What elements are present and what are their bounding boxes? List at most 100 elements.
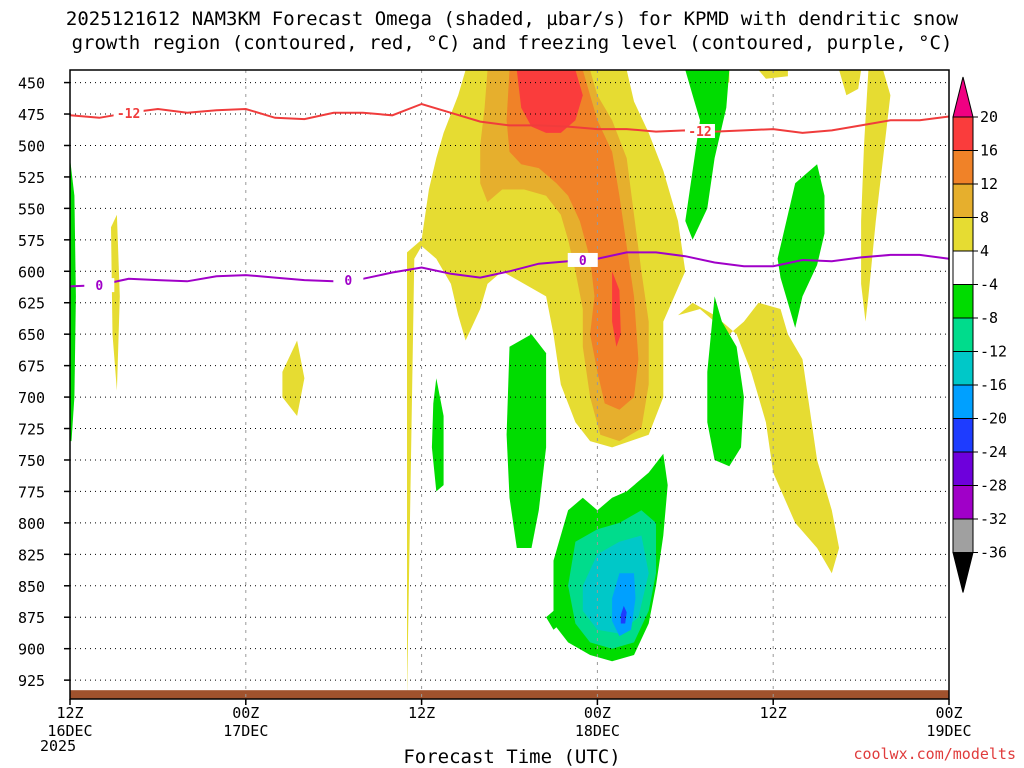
colorbar-label: -28	[980, 477, 1007, 495]
y-tick-label: 800	[18, 515, 45, 533]
colorbar-label: -24	[980, 443, 1007, 461]
colorbar-segment	[952, 451, 974, 486]
x-tick-sublabel: 19DEC	[926, 722, 971, 740]
colorbar-label: 20	[980, 108, 998, 126]
omega-region-13	[431, 378, 444, 492]
contour-label: -12	[688, 125, 711, 140]
colorbar-segment	[952, 351, 974, 386]
y-tick-label: 475	[18, 106, 45, 124]
y-tick-label: 875	[18, 609, 45, 627]
y-tick-label: 750	[18, 452, 45, 470]
y-tick-label: 525	[18, 169, 45, 187]
colorbar-segment	[952, 284, 974, 319]
colorbar-label: -32	[980, 510, 1007, 528]
colorbar-label: -36	[980, 544, 1007, 562]
colorbar-segment	[952, 217, 974, 252]
omega-region-17	[707, 296, 744, 467]
contour-label-bg	[333, 273, 364, 288]
y-tick-label: 575	[18, 232, 45, 250]
colorbar-label: 4	[980, 242, 989, 260]
y-axis-pressure: 450 475 500 525 550 575 600 625 650 675 700 725 750 7…	[18, 75, 70, 690]
omega-region-9	[506, 70, 639, 410]
omega-colorbar: 20 16 12 8 4 -4 -8 -12 -16 -20 -24 -28 -32 -36	[952, 76, 1007, 593]
y-tick-label: 900	[18, 641, 45, 659]
omega-region-11	[612, 271, 621, 347]
x-tick-label: 12Z	[56, 704, 83, 722]
contour-label: -12	[117, 107, 140, 122]
omega-region-22	[612, 573, 636, 637]
colorbar-segment	[952, 418, 974, 453]
y-tick-label: 675	[18, 358, 45, 376]
chart-title-line2: growth region (contoured, red, °C) and f…	[71, 32, 953, 54]
x-tick-label: 00Z	[584, 704, 611, 722]
omega-region-14	[506, 334, 547, 548]
colorbar-segment	[952, 485, 974, 520]
x-tick-label: 12Z	[760, 704, 787, 722]
colorbar-label: 16	[980, 142, 998, 160]
x-axis-title: Forecast Time (UTC)	[403, 746, 621, 768]
chart-title-line1: 2025121612 NAM3KM Forecast Omega (shaded…	[65, 8, 959, 30]
colorbar-segment	[952, 384, 974, 419]
omega-region-12	[70, 158, 76, 442]
x-tick-sublabel: 16DEC	[47, 722, 92, 740]
colorbar-segment	[952, 518, 974, 553]
colorbar-segment	[952, 116, 974, 151]
colorbar-label: 8	[980, 209, 989, 227]
x-tick-label: 00Z	[232, 704, 259, 722]
y-tick-label: 925	[18, 672, 45, 690]
chart-gridlines	[70, 70, 949, 699]
contour-label: 0	[579, 254, 587, 269]
omega-region-10	[516, 70, 583, 133]
contour-label-bg	[567, 252, 598, 267]
colorbar-segment	[952, 317, 974, 352]
colorbar-segment	[952, 150, 974, 185]
colorbar-bottom-arrow	[952, 552, 974, 593]
x-tick-sublabel: 17DEC	[223, 722, 268, 740]
omega-region-23	[620, 605, 627, 624]
contour-line-1	[69, 251, 950, 288]
colorbar-label: -12	[980, 343, 1007, 361]
x-tick-label: 00Z	[935, 704, 962, 722]
isotherm-contours: -12 -12 0 0 0	[69, 102, 950, 294]
contour-label: 0	[95, 279, 103, 294]
colorbar-label: -20	[980, 410, 1007, 428]
y-tick-label: 825	[18, 546, 45, 564]
y-tick-label: 650	[18, 326, 45, 344]
colorbar-segment	[952, 183, 974, 218]
terrain-surface	[70, 690, 949, 699]
omega-region-19	[777, 164, 825, 328]
omega-region-1	[678, 302, 840, 574]
contour-label-bg	[113, 105, 144, 120]
x-tick-sublabel: 18DEC	[575, 722, 620, 740]
x-tick-label: 12Z	[408, 704, 435, 722]
y-tick-label: 775	[18, 483, 45, 501]
y-tick-label: 725	[18, 421, 45, 439]
y-tick-label: 550	[18, 200, 45, 218]
contour-label-bg	[684, 124, 715, 139]
terrain-band	[70, 690, 949, 699]
omega-region-2	[861, 70, 891, 322]
y-tick-label: 850	[18, 578, 45, 596]
y-tick-label: 700	[18, 389, 45, 407]
contour-line-0	[69, 102, 950, 134]
contour-label-bg	[84, 278, 115, 293]
omega-shaded-regions	[70, 70, 891, 699]
y-tick-label: 450	[18, 75, 45, 93]
colorbar-label: -4	[980, 276, 998, 294]
omega-region-6	[282, 340, 305, 416]
contour-label: 0	[344, 274, 352, 289]
colorbar-top-arrow	[952, 76, 974, 118]
colorbar-label: -16	[980, 376, 1007, 394]
colorbar-segment	[952, 250, 974, 285]
source-credit[interactable]: coolwx.com/modelts	[853, 745, 1016, 763]
y-tick-label: 625	[18, 295, 45, 313]
omega-region-18	[685, 70, 730, 240]
x-axis-year-label: 2025	[40, 737, 77, 755]
colorbar-label: -8	[980, 309, 998, 327]
y-tick-label: 500	[18, 137, 45, 155]
colorbar-label: 12	[980, 175, 998, 193]
omega-region-4	[758, 70, 788, 79]
y-tick-label: 600	[18, 263, 45, 281]
